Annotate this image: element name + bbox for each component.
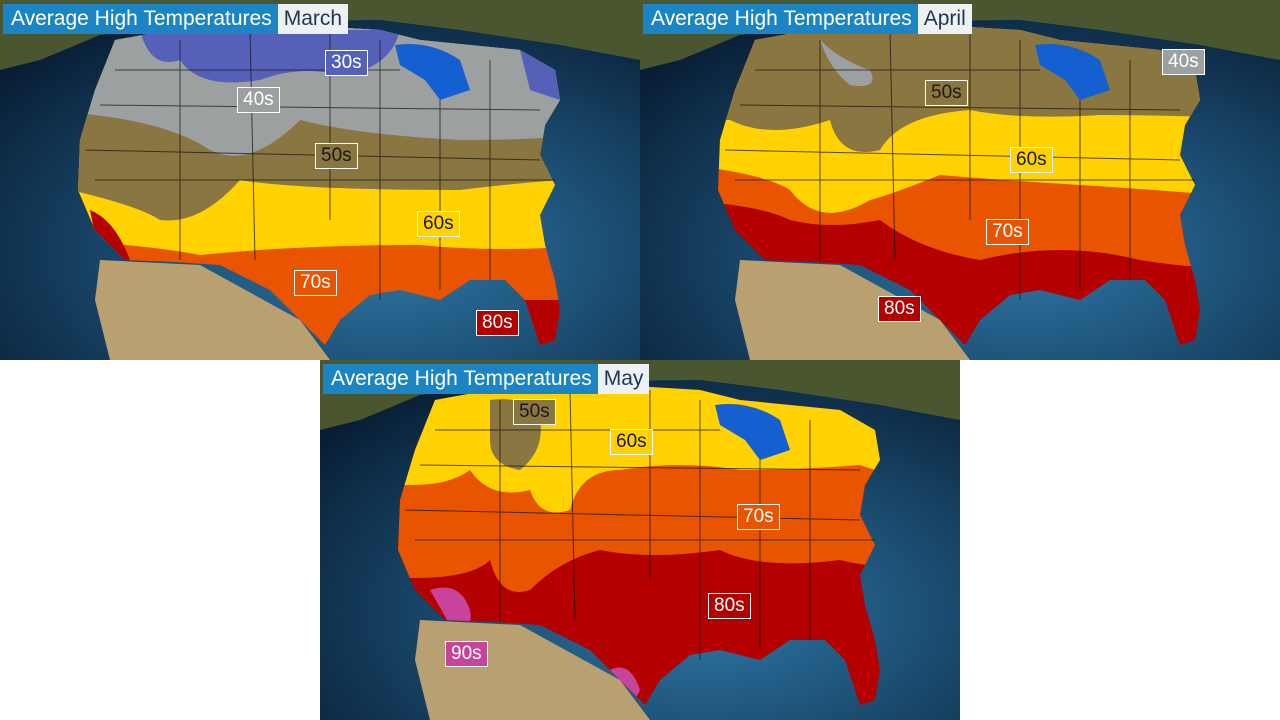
temperature-band-label: 80s (476, 310, 519, 336)
map-title: Average High Temperatures (3, 4, 278, 34)
temperature-band-label: 90s (445, 641, 488, 667)
temperature-band-label: 40s (237, 87, 280, 113)
us-temperature-map (640, 0, 1280, 360)
month-label: March (277, 4, 349, 34)
map-title-bar: Average High Temperatures May (323, 364, 650, 394)
temperature-band-label: 60s (417, 211, 460, 237)
map-title-bar: Average High Temperatures March (3, 4, 349, 34)
us-temperature-map (0, 0, 640, 360)
temperature-band-label: 70s (737, 504, 780, 530)
temperature-band-label: 60s (610, 429, 653, 455)
map-title: Average High Temperatures (643, 4, 918, 34)
temperature-band-label: 50s (925, 80, 968, 106)
map-panel-march: Average High Temperatures March 30s 40s 50… (0, 0, 640, 360)
month-label: April (917, 4, 972, 34)
temperature-band-label: 50s (315, 143, 358, 169)
us-temperature-map (320, 360, 960, 720)
month-label: May (597, 364, 650, 394)
temperature-band-label: 80s (708, 593, 751, 619)
temperature-band-label: 60s (1010, 147, 1053, 173)
temperature-band-label: 80s (878, 296, 921, 322)
map-panel-april: Average High Temperatures April 40s 50s 60… (640, 0, 1280, 360)
temperature-band-label: 30s (325, 50, 368, 76)
map-title-bar: Average High Temperatures April (643, 4, 972, 34)
temperature-band-label: 70s (294, 270, 337, 296)
temperature-band-label: 50s (513, 399, 556, 425)
map-panel-may: Average High Temperatures May 50s 60s 70s 8… (320, 360, 960, 720)
map-title: Average High Temperatures (323, 364, 598, 394)
temperature-band-label: 70s (986, 219, 1029, 245)
temperature-band-label: 40s (1162, 49, 1205, 75)
